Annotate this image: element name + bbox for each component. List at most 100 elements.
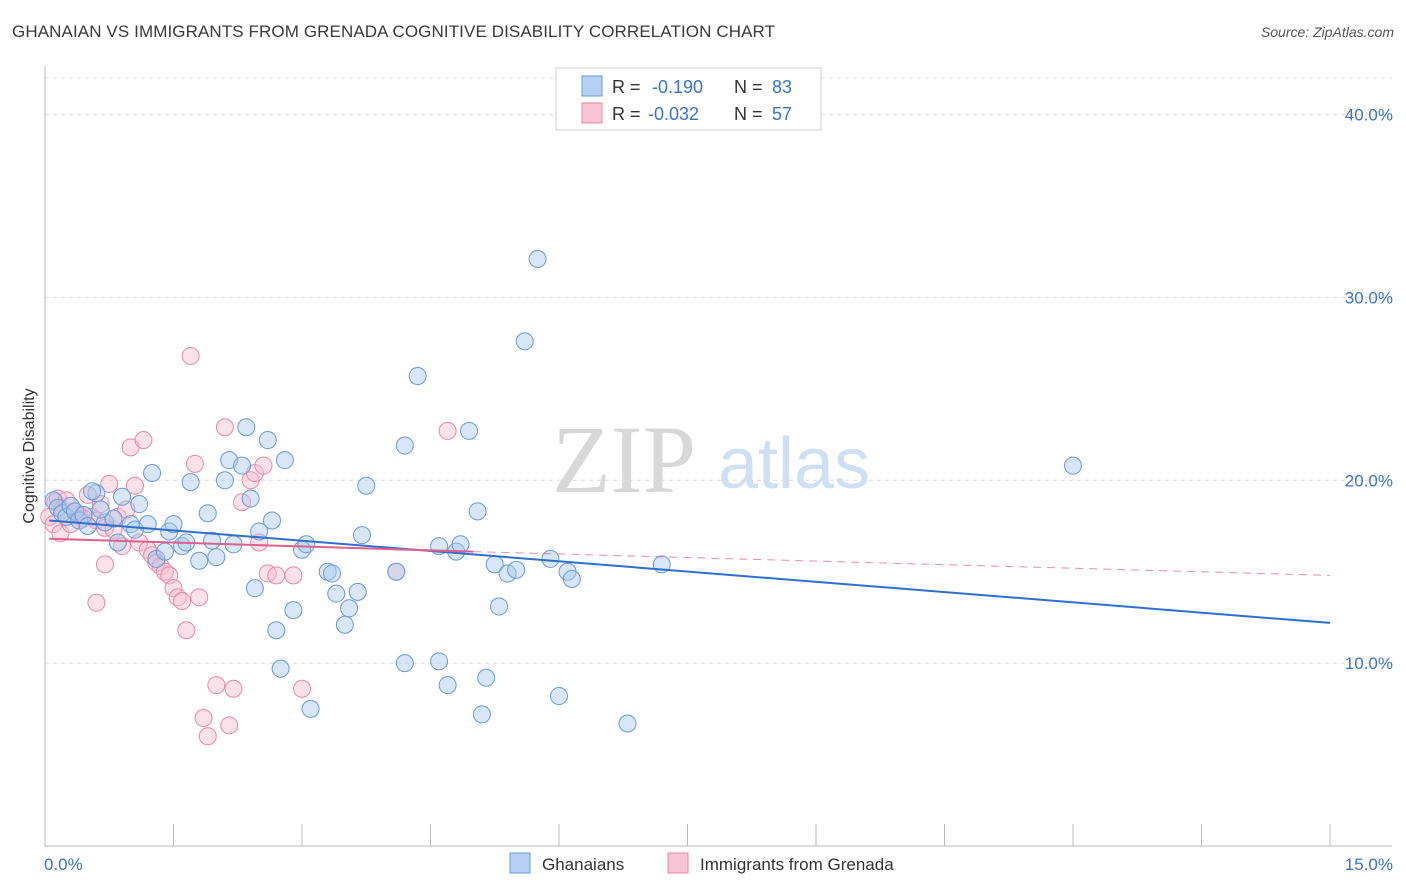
ghanaian-point (348, 582, 367, 601)
ghanaian-point (395, 436, 414, 455)
grenada-point (198, 727, 217, 746)
tick-labels: 10.0% 20.0% 30.0% 40.0% 0.0% 15.0% (44, 106, 1393, 874)
grenada-point (215, 418, 234, 437)
grenada-point (220, 716, 239, 735)
ghanaian-trendline (49, 519, 1331, 624)
bottom-legend-swatch-grenada (667, 852, 689, 874)
ghanaian-point (275, 451, 294, 470)
grenada-point (190, 588, 209, 607)
grenada-point (181, 346, 200, 365)
y-tick-label: 20.0% (1345, 471, 1393, 490)
y-axis-title: Cognitive Disability (21, 388, 38, 523)
ghanaian-point (460, 421, 479, 440)
ghanaian-point (237, 418, 256, 437)
grenada-point (254, 456, 273, 475)
grenada-point (87, 593, 106, 612)
ghanaian-point (528, 250, 547, 269)
chart-title: GHANAIAN VS IMMIGRANTS FROM GRENADA COGN… (12, 22, 776, 41)
source-label: Source: ZipAtlas.com (1260, 24, 1394, 40)
bottom-legend-ghanaians: Ghanaians (542, 855, 624, 874)
legend-r-label-2: R = (612, 104, 641, 124)
ghanaian-point (83, 482, 102, 501)
x-tick-label-max: 15.0% (1345, 855, 1393, 874)
grenada-point (125, 476, 144, 495)
ghanaian-point (241, 489, 260, 508)
ghanaian-point (263, 511, 282, 530)
ghanaian-point (357, 476, 376, 495)
ghanaian-point (340, 599, 359, 618)
ghanaian-point (207, 548, 226, 567)
grenada-point (224, 679, 243, 698)
series-legend: Ghanaians Immigrants from Grenada (509, 852, 894, 874)
ghanaian-point (301, 699, 320, 718)
ghanaian-point (104, 509, 123, 528)
ghanaian-point (408, 367, 427, 386)
ghanaian-point (164, 515, 183, 534)
ghanaian-point (91, 500, 110, 519)
ghanaian-point (327, 584, 346, 603)
ghanaian-point (143, 463, 162, 482)
bottom-legend-swatch-ghanaians (509, 852, 531, 874)
legend-swatch-ghanaians (581, 75, 603, 97)
ghanaian-point (490, 597, 509, 616)
ghanaian-point (387, 562, 406, 581)
grenada-point (95, 555, 114, 574)
grenada-point (91, 495, 110, 514)
grenada-point (185, 454, 204, 473)
legend-swatch-grenada (581, 102, 603, 124)
correlation-legend: R = -0.190 N = 83 R = -0.032 N = 57 (555, 67, 822, 131)
grenada-point (284, 566, 303, 585)
gridlines (45, 77, 1392, 664)
legend-r-label: R = (612, 77, 641, 97)
ghanaian-point (130, 495, 149, 514)
grenada-trendline (49, 537, 474, 553)
ghanaian-point (477, 668, 496, 687)
grenada-point (207, 676, 226, 695)
ghanaian-point (190, 551, 209, 570)
grenada-points (40, 346, 457, 746)
grenada-point (194, 709, 213, 727)
grenada-point (293, 679, 311, 698)
grenada-point (100, 474, 119, 493)
ghanaian-point (267, 621, 286, 640)
ghanaian-point (215, 471, 234, 490)
ghanaian-point (78, 517, 97, 535)
trendlines (49, 519, 1331, 624)
grenada-point (233, 493, 252, 512)
grenada-point (177, 621, 196, 640)
grenada-point (134, 431, 153, 450)
ghanaian-point (562, 570, 581, 589)
ghanaian-point (138, 515, 157, 534)
ghanaian-point (108, 533, 127, 552)
legend-r-grenada: -0.032 (648, 104, 699, 124)
watermark-atlas: atlas (718, 424, 870, 504)
grenada-trendline-extension (473, 551, 1331, 576)
ghanaian-point (258, 431, 277, 450)
ghanaian-point (335, 615, 354, 634)
legend-n-grenada: 57 (772, 104, 792, 124)
ghanaian-point (430, 652, 449, 671)
ghanaian-point (515, 332, 534, 351)
axes (44, 66, 1392, 847)
x-tick-label-min: 0.0% (44, 855, 83, 874)
ghanaian-point (498, 564, 517, 583)
grenada-point (267, 566, 286, 585)
ghanaian-point (297, 535, 316, 554)
ghanaian-point (233, 456, 252, 475)
ghanaian-point (438, 676, 457, 695)
ghanaian-point (1064, 456, 1082, 475)
ghanaian-point (541, 549, 560, 568)
legend-r-ghanaians: -0.190 (652, 77, 703, 97)
legend-n-label: N = (734, 77, 763, 97)
y-tick-label: 40.0% (1345, 106, 1393, 125)
bottom-legend-grenada: Immigrants from Grenada (700, 855, 894, 874)
legend-n-label-2: N = (734, 104, 763, 124)
ghanaian-point (250, 522, 269, 541)
ghanaian-point (395, 654, 414, 673)
ghanaian-point (245, 579, 264, 598)
ghanaian-point (155, 542, 174, 561)
ghanaian-point (618, 714, 637, 733)
ghanaian-point (284, 601, 303, 620)
grenada-point (51, 524, 70, 543)
ghanaian-point (198, 504, 217, 523)
